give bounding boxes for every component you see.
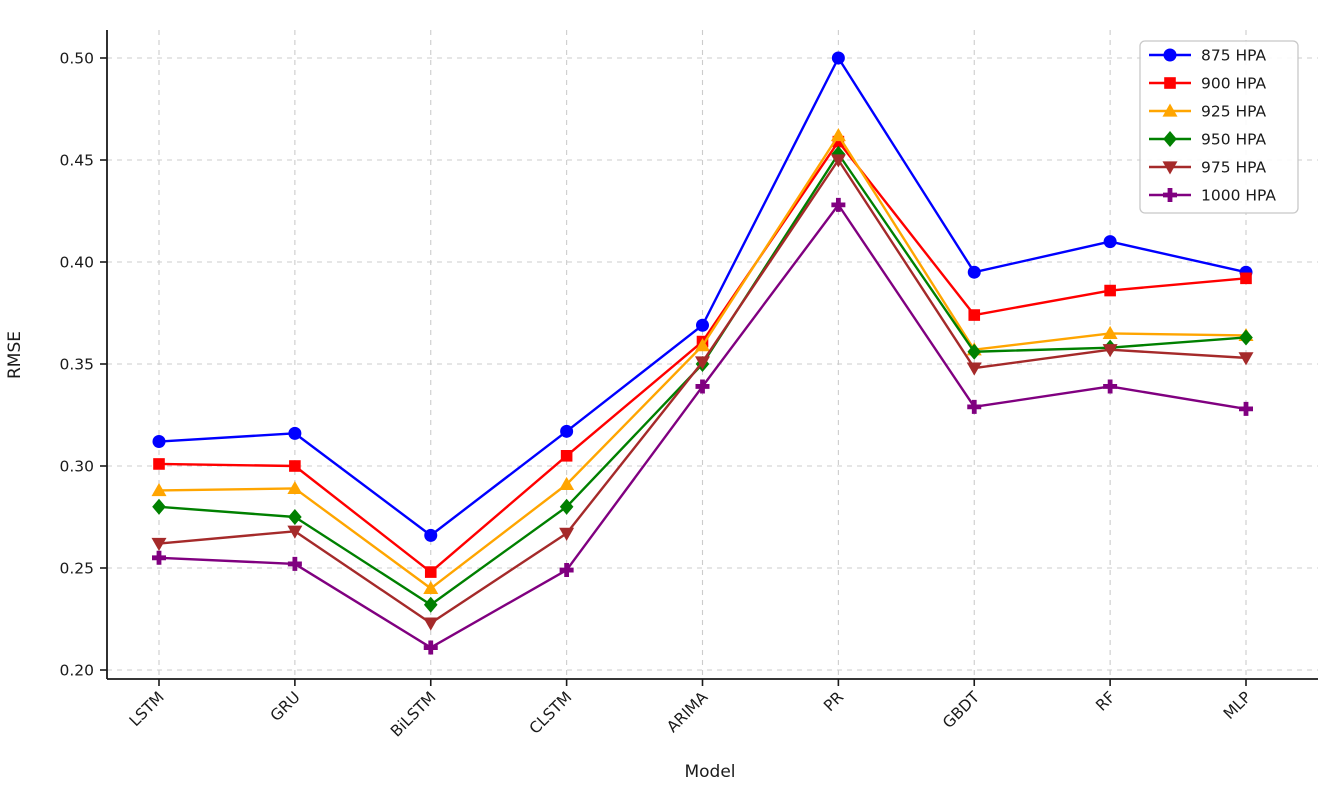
y-tick-label: 0.45 bbox=[59, 152, 94, 170]
triangle-down-marker bbox=[830, 154, 846, 168]
square-marker bbox=[1164, 77, 1176, 89]
series-875-hpa bbox=[152, 51, 1253, 542]
circle-marker bbox=[831, 51, 845, 65]
diamond-marker bbox=[1163, 131, 1177, 147]
legend-item: 1000 HPA bbox=[1149, 187, 1276, 205]
x-tick-label: GBDT bbox=[939, 688, 983, 732]
circle-marker bbox=[152, 435, 166, 449]
triangle-down-marker bbox=[695, 356, 710, 370]
plus-marker bbox=[287, 556, 302, 571]
triangle-up-marker bbox=[287, 480, 303, 495]
x-tick-label: LSTM bbox=[126, 688, 168, 730]
circle-marker bbox=[560, 424, 574, 438]
series-975-hpa bbox=[151, 154, 1254, 631]
plus-marker bbox=[1163, 188, 1177, 203]
triangle-down-marker bbox=[1238, 352, 1254, 366]
legend-label: 925 HPA bbox=[1201, 103, 1267, 121]
plus-marker bbox=[831, 197, 846, 212]
legend: 875 HPA 900 HPA 925 HPA 950 HPA 975 HPA 1000 … bbox=[1139, 40, 1299, 214]
x-tick-label: CLSTM bbox=[526, 688, 576, 738]
legend-item: 900 HPA bbox=[1149, 75, 1267, 93]
triangle-down-marker bbox=[1102, 344, 1118, 358]
legend-label: 975 HPA bbox=[1201, 159, 1267, 177]
square-marker bbox=[832, 135, 845, 148]
y-tick-label: 0.30 bbox=[59, 458, 94, 476]
legend-item: 950 HPA bbox=[1149, 131, 1267, 149]
x-tick-label: PR bbox=[820, 688, 847, 715]
triangle-up-marker bbox=[423, 580, 439, 594]
x-tick-label: MLP bbox=[1220, 688, 1255, 723]
square-marker bbox=[560, 450, 573, 462]
triangle-down-marker bbox=[287, 525, 303, 539]
square-marker bbox=[1104, 284, 1116, 297]
triangle-up-marker bbox=[559, 476, 575, 490]
circle-marker bbox=[696, 318, 709, 332]
legend-label: 875 HPA bbox=[1201, 47, 1267, 65]
plus-marker bbox=[559, 563, 574, 578]
circle-marker bbox=[1103, 235, 1117, 249]
plus-marker bbox=[695, 379, 710, 394]
legend-label: 950 HPA bbox=[1201, 131, 1267, 149]
square-marker bbox=[289, 460, 301, 472]
y-tick-label: 0.35 bbox=[59, 356, 94, 374]
x-tick-label: RF bbox=[1092, 688, 1119, 715]
legend-item: 975 HPA bbox=[1149, 159, 1267, 177]
triangle-up-marker bbox=[1102, 325, 1118, 339]
circle-marker bbox=[288, 426, 302, 440]
diamond-marker bbox=[831, 145, 846, 162]
diamond-marker bbox=[559, 498, 574, 515]
legend-item: 925 HPA bbox=[1149, 103, 1267, 121]
x-tick-label: GRU bbox=[267, 688, 304, 725]
triangle-up-marker bbox=[1162, 103, 1178, 117]
triangle-down-marker bbox=[559, 527, 575, 541]
series-1000-hpa bbox=[152, 197, 1253, 655]
legend-label: 900 HPA bbox=[1201, 75, 1267, 93]
square-marker bbox=[153, 458, 165, 470]
plus-marker bbox=[967, 399, 982, 414]
plus-marker bbox=[423, 640, 438, 655]
plus-marker bbox=[152, 550, 167, 565]
triangle-up-marker bbox=[695, 338, 710, 352]
y-tick-label: 0.50 bbox=[59, 50, 94, 68]
legend-item: 875 HPA bbox=[1149, 47, 1267, 65]
triangle-down-marker bbox=[1162, 161, 1178, 175]
y-tick-label: 0.40 bbox=[59, 254, 94, 272]
diamond-marker bbox=[1239, 329, 1253, 346]
x-tick-label: ARIMA bbox=[663, 688, 711, 736]
triangle-up-marker bbox=[830, 128, 846, 142]
diamond-marker bbox=[288, 509, 302, 525]
triangle-down-marker bbox=[423, 617, 439, 631]
circle-marker bbox=[1163, 48, 1177, 62]
diamond-marker bbox=[152, 498, 166, 515]
triangle-down-marker bbox=[966, 362, 982, 376]
plus-marker bbox=[1239, 401, 1253, 416]
square-marker bbox=[968, 309, 981, 321]
triangle-down-marker bbox=[151, 537, 167, 552]
y-tick-label: 0.25 bbox=[59, 560, 94, 578]
circle-marker bbox=[424, 528, 438, 542]
plus-marker bbox=[1103, 379, 1118, 394]
square-marker bbox=[1240, 272, 1252, 285]
triangle-up-marker bbox=[151, 482, 167, 497]
gridlines bbox=[107, 30, 1318, 679]
diamond-marker bbox=[423, 596, 438, 613]
x-tick-label: BiLSTM bbox=[387, 688, 440, 741]
square-marker bbox=[424, 566, 437, 578]
legend-label: 1000 HPA bbox=[1201, 187, 1276, 205]
y-tick-label: 0.20 bbox=[59, 662, 94, 680]
diamond-marker bbox=[967, 343, 982, 360]
circle-marker bbox=[967, 265, 981, 279]
